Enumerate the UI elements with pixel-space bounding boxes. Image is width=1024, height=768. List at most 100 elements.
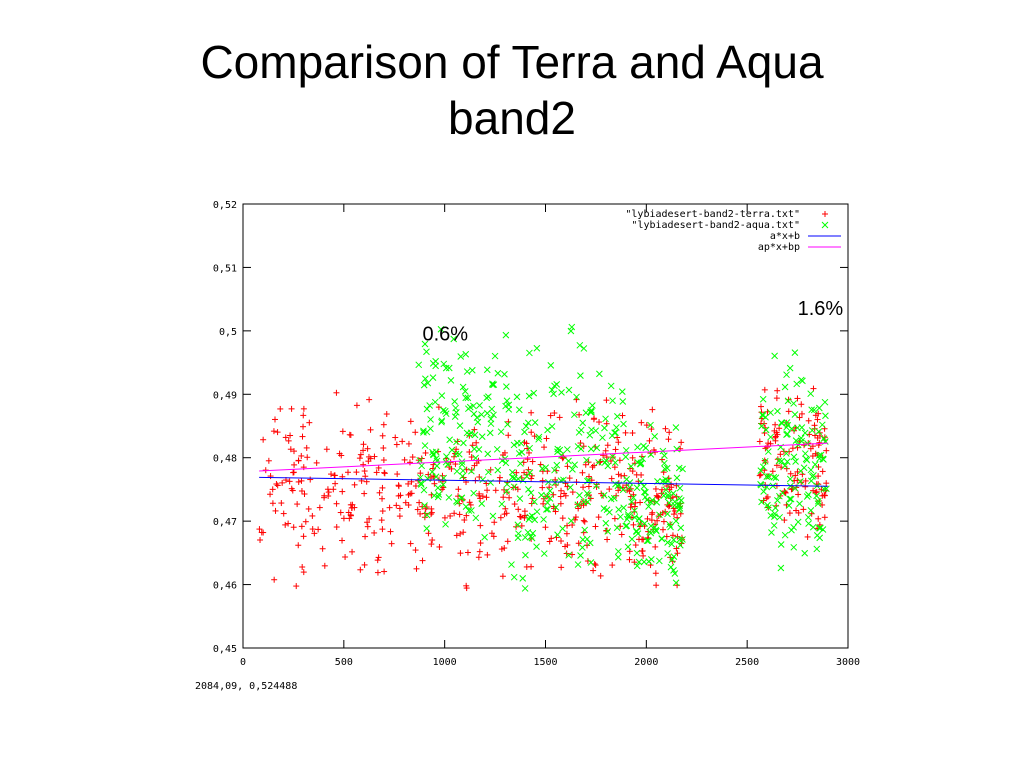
terra-data-point — [293, 583, 300, 590]
terra-data-point — [632, 542, 639, 549]
terra-data-point — [282, 434, 289, 441]
terra-data-point — [286, 478, 293, 485]
terra-data-point — [566, 475, 573, 482]
aqua-data-point — [633, 562, 641, 570]
terra-data-point — [793, 507, 800, 514]
aqua-data-point — [515, 406, 523, 414]
aqua-data-point — [514, 521, 522, 529]
terra-data-point — [501, 486, 508, 493]
terra-data-point — [301, 491, 308, 498]
terra-data-point — [763, 495, 770, 502]
aqua-data-point — [491, 352, 499, 360]
terra-data-point — [630, 491, 637, 498]
terra-data-point — [364, 523, 371, 530]
aqua-data-point — [540, 516, 547, 523]
aqua-data-point — [470, 489, 478, 497]
aqua-data-point — [453, 438, 460, 446]
aqua-data-point — [481, 533, 488, 541]
terra-data-point — [260, 436, 267, 443]
aqua-data-point — [587, 445, 595, 453]
aqua-data-point — [415, 361, 423, 369]
terra-data-point — [773, 395, 780, 402]
legend-marker — [821, 221, 829, 229]
terra-data-point — [267, 491, 274, 498]
terra-data-point — [425, 530, 432, 537]
aqua-data-point — [485, 468, 492, 476]
terra-data-point — [589, 464, 596, 471]
terra-data-point — [325, 489, 332, 496]
terra-data-point — [475, 554, 482, 561]
terra-data-point — [542, 524, 549, 531]
aqua-data-point — [502, 331, 510, 339]
aqua-data-point — [509, 468, 516, 476]
terra-data-point — [477, 540, 484, 547]
aqua-data-point — [488, 405, 496, 413]
aqua-data-point — [607, 382, 615, 390]
terra-data-point — [674, 550, 681, 557]
aqua-data-point — [593, 444, 601, 452]
terra-data-point — [346, 431, 353, 438]
aqua-data-point — [791, 349, 799, 356]
aqua-data-point — [783, 431, 790, 438]
terra-data-point — [815, 410, 822, 417]
aqua-data-point — [639, 455, 646, 463]
aqua-data-point — [535, 435, 542, 443]
terra-data-point — [476, 548, 483, 555]
terra-data-point — [552, 508, 559, 515]
aqua-data-point — [633, 549, 641, 557]
terra-data-point — [543, 435, 550, 442]
terra-data-point — [815, 515, 822, 522]
terra-data-point — [816, 439, 823, 446]
aqua-data-point — [509, 473, 516, 481]
aqua-data-point — [580, 498, 588, 506]
terra-data-point — [290, 524, 297, 531]
terra-data-point — [488, 530, 495, 537]
terra-data-point — [412, 547, 419, 554]
aqua-data-point — [416, 456, 424, 464]
aqua-data-point — [613, 424, 620, 431]
terra-data-point — [419, 557, 426, 564]
terra-data-point — [417, 470, 424, 477]
terra-data-point — [556, 414, 563, 421]
terra-data-point — [325, 492, 332, 499]
aqua-data-point — [774, 407, 781, 415]
aqua-data-point — [675, 464, 683, 472]
terra-data-point — [787, 470, 794, 477]
aqua-data-point — [641, 488, 648, 496]
aqua-data-point — [420, 427, 427, 435]
terra-data-point — [552, 481, 559, 488]
aqua-data-point — [670, 536, 678, 544]
aqua-data-point — [420, 486, 428, 494]
aqua-data-point — [580, 345, 588, 352]
terra-data-point — [288, 485, 295, 492]
aqua-data-point — [577, 445, 585, 453]
terra-data-point — [665, 436, 672, 443]
aqua-data-point — [516, 495, 524, 502]
aqua-data-point — [471, 431, 479, 439]
aqua-data-point — [552, 503, 560, 511]
aqua-data-point — [623, 522, 631, 530]
terra-data-point — [265, 457, 272, 464]
terra-data-point — [806, 431, 813, 438]
aqua-data-point — [814, 497, 822, 505]
aqua-data-point — [676, 505, 684, 512]
terra-data-point — [611, 464, 618, 471]
aqua-data-point — [771, 510, 779, 518]
aqua-data-point — [610, 494, 618, 502]
aqua-data-point — [548, 386, 556, 394]
aqua-data-point — [627, 462, 635, 470]
aqua-data-point — [672, 579, 680, 587]
terra-data-point — [466, 448, 473, 455]
aqua-data-point — [640, 482, 648, 490]
aqua-data-point — [439, 406, 447, 414]
terra-data-point — [586, 473, 593, 480]
aqua-data-point — [434, 493, 442, 501]
aqua-data-point — [786, 364, 794, 372]
terra-data-point — [653, 582, 660, 589]
terra-data-point — [395, 492, 402, 499]
aqua-data-point — [525, 392, 533, 400]
aqua-data-point — [770, 522, 778, 529]
terra-data-point — [330, 486, 337, 493]
aqua-data-point — [464, 405, 472, 413]
x-tick-label: 500 — [335, 657, 353, 668]
